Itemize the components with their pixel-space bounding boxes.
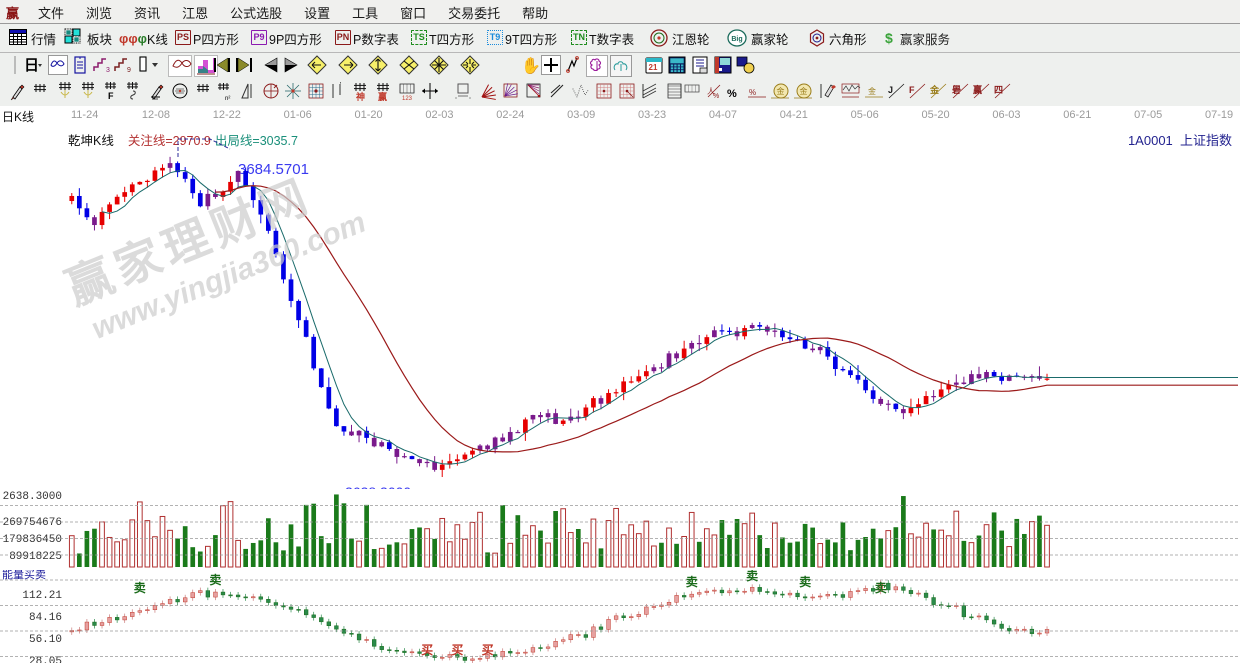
svg-text:3: 3 (106, 67, 110, 74)
svg-text:卖: 卖 (686, 574, 698, 589)
svg-text:卖: 卖 (134, 580, 146, 595)
svg-text:%: % (749, 88, 756, 97)
svg-text:买: 买 (421, 643, 433, 657)
svg-text:赢: 赢 (973, 84, 982, 95)
svg-text:日: 日 (24, 57, 39, 74)
svg-text:F: F (909, 85, 915, 95)
svg-text:J: J (888, 85, 893, 95)
svg-text:✋: ✋ (521, 56, 540, 75)
svg-text:金: 金 (777, 86, 785, 96)
svg-text:Big: Big (731, 36, 742, 43)
svg-text:卖: 卖 (209, 572, 221, 587)
svg-text:买: 买 (482, 643, 494, 657)
svg-text:21: 21 (649, 63, 658, 72)
svg-text:n²: n² (225, 96, 230, 101)
svg-text:%: % (727, 88, 737, 100)
svg-text:金: 金 (929, 84, 940, 95)
svg-text:四: 四 (994, 85, 1003, 95)
svg-text:卖: 卖 (746, 570, 758, 583)
svg-text:123: 123 (402, 96, 413, 101)
svg-text:神: 神 (356, 91, 365, 101)
svg-text:卖: 卖 (799, 574, 811, 589)
svg-text:赢: 赢 (378, 91, 387, 101)
svg-text:%: % (713, 93, 719, 100)
svg-text:买: 买 (451, 643, 463, 657)
svg-text:礐: 礐 (952, 84, 961, 95)
svg-text:卖: 卖 (875, 580, 887, 595)
svg-text:金: 金 (800, 86, 808, 96)
svg-text:金: 金 (868, 86, 876, 96)
svg-text:9: 9 (127, 67, 131, 74)
svg-text:F: F (108, 91, 114, 101)
svg-text:': ' (340, 82, 341, 89)
